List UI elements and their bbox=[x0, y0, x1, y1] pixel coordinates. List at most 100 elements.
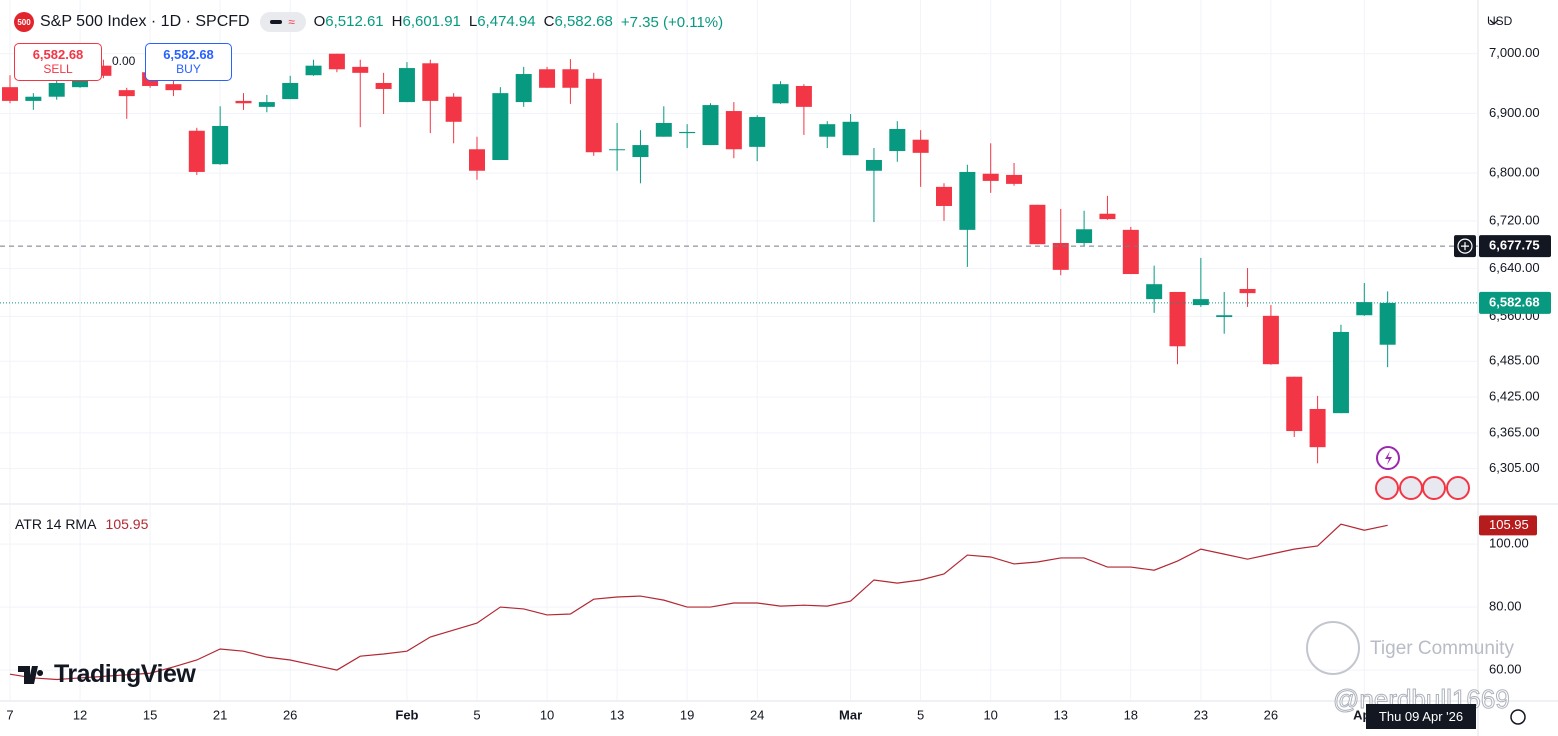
atr-label-bg bbox=[1479, 515, 1537, 536]
candle-body bbox=[305, 65, 322, 76]
candle-body bbox=[1006, 174, 1023, 184]
x-tick-label: 5 bbox=[917, 707, 924, 722]
x-tick-label: Mar bbox=[839, 707, 862, 722]
add-alert-icon[interactable] bbox=[1457, 238, 1473, 254]
watermark-logo bbox=[1306, 621, 1360, 675]
ohlc-key: O bbox=[313, 13, 326, 30]
tv-mark bbox=[18, 665, 44, 684]
settings-icon[interactable] bbox=[1510, 709, 1526, 725]
y-tick-label: 60.00 bbox=[1489, 662, 1522, 677]
flag-icon[interactable] bbox=[1399, 476, 1423, 500]
candle-body bbox=[445, 96, 462, 122]
x-tick-label: 13 bbox=[610, 707, 624, 722]
candle-body bbox=[1029, 204, 1046, 245]
price-label: 6,582.68 bbox=[1489, 294, 1540, 309]
candle-body bbox=[702, 105, 719, 146]
x-tick-label: 13 bbox=[1054, 707, 1068, 722]
x-tick-label: 12 bbox=[73, 707, 87, 722]
sell-price: 6,582.68 bbox=[32, 47, 84, 62]
price-label-bg bbox=[1479, 235, 1551, 258]
event-icon-bolt bbox=[1385, 451, 1392, 465]
symbol-title[interactable]: S&P 500 Index · 1D · SPCFD bbox=[40, 13, 250, 30]
y-tick-label: 6,365.00 bbox=[1489, 424, 1540, 439]
y-tick-label: 6,425.00 bbox=[1489, 388, 1540, 403]
ohlc-value: 6,601.91 bbox=[402, 13, 461, 30]
symbol-header: 500 S&P 500 Index · 1D · SPCFD ≈ O6,512.… bbox=[14, 10, 723, 34]
candle-body bbox=[936, 186, 952, 206]
atr-title: ATR 14 RMA bbox=[15, 516, 96, 532]
candle-body bbox=[819, 124, 836, 137]
candle-body bbox=[1169, 291, 1186, 347]
x-tick-label: 10 bbox=[983, 707, 997, 722]
candle-body bbox=[1379, 302, 1396, 345]
y-tick-label: 100.00 bbox=[1489, 536, 1529, 551]
currency[interactable]: USD bbox=[1487, 14, 1513, 28]
candle-body bbox=[1099, 213, 1116, 220]
candle-body bbox=[375, 82, 392, 89]
candle-body bbox=[95, 65, 112, 76]
watermark: Tiger Community bbox=[1370, 638, 1514, 659]
candle-body bbox=[959, 171, 976, 230]
candle-body bbox=[585, 78, 602, 153]
ohlc-value: 6,512.61 bbox=[325, 13, 384, 30]
atr-header: ATR 14 RMA 105.95 bbox=[15, 516, 148, 532]
x-tick-label: 21 bbox=[213, 707, 227, 722]
candle-body bbox=[1122, 229, 1139, 275]
x-tick-label: 26 bbox=[1264, 707, 1278, 722]
candle-body bbox=[422, 63, 439, 101]
candle-body bbox=[328, 53, 345, 70]
candle-body bbox=[1286, 376, 1303, 432]
candle-body bbox=[632, 145, 649, 158]
flag-icon[interactable] bbox=[1375, 476, 1399, 500]
y-tick-label: 80.00 bbox=[1489, 599, 1522, 614]
y-tick-label: 6,720.00 bbox=[1489, 212, 1540, 227]
candle-body bbox=[1332, 331, 1349, 414]
ohlc: O6,512.61 H6,601.91 L6,474.94 C6,582.68 bbox=[306, 13, 613, 31]
symbol-icon: 500 bbox=[14, 12, 34, 32]
flag-icon[interactable] bbox=[1422, 476, 1446, 500]
candle-body bbox=[118, 90, 135, 97]
economic-events[interactable] bbox=[1375, 476, 1470, 500]
atr-value: 105.95 bbox=[105, 516, 149, 532]
sell-button[interactable]: 6,582.68 SELL bbox=[14, 43, 102, 81]
buy-price: 6,582.68 bbox=[163, 47, 214, 62]
candle-body bbox=[609, 149, 626, 151]
candle-body bbox=[1146, 284, 1163, 300]
candle-body bbox=[1216, 315, 1233, 318]
y-tick-label: 7,000.00 bbox=[1489, 45, 1540, 60]
crosshair-date: Thu 09 Apr '26 bbox=[1366, 704, 1476, 729]
candle-body bbox=[912, 139, 929, 153]
candle-body bbox=[982, 173, 999, 181]
candle-body bbox=[889, 128, 906, 152]
candle-body bbox=[865, 160, 882, 171]
ohlc-key: L bbox=[468, 13, 478, 30]
candle-body bbox=[725, 111, 742, 150]
flag-icon[interactable] bbox=[1446, 476, 1470, 500]
candle-body bbox=[539, 69, 556, 88]
candle-body bbox=[258, 102, 275, 107]
buy-button[interactable]: 6,582.68 BUY bbox=[145, 43, 232, 81]
candle-body bbox=[679, 131, 696, 134]
x-tick-label: 26 bbox=[283, 707, 297, 722]
candle-body bbox=[25, 96, 42, 101]
candle-body bbox=[749, 117, 766, 147]
candle-body bbox=[1239, 288, 1256, 294]
change: +7.35 (+0.11%) bbox=[620, 13, 724, 31]
candle-body bbox=[1356, 302, 1373, 316]
toggle[interactable]: ≈ bbox=[259, 12, 306, 32]
y-tick-label: 6,800.00 bbox=[1489, 165, 1540, 180]
candle-body bbox=[212, 125, 229, 165]
candle-body bbox=[398, 68, 415, 103]
currency-chevron[interactable] bbox=[1489, 19, 1499, 25]
candle-body bbox=[795, 85, 812, 107]
candle-body bbox=[1076, 229, 1093, 243]
x-tick-label: Feb bbox=[395, 707, 418, 722]
spread: 0.00 bbox=[112, 54, 136, 68]
candle-body bbox=[282, 82, 299, 100]
y-tick-label: 6,900.00 bbox=[1489, 105, 1540, 120]
candle-body bbox=[2, 87, 18, 101]
y-tick-label: 6,305.00 bbox=[1489, 460, 1540, 475]
candle-body bbox=[492, 93, 509, 161]
ohlc-value: 6,582.68 bbox=[554, 13, 613, 30]
